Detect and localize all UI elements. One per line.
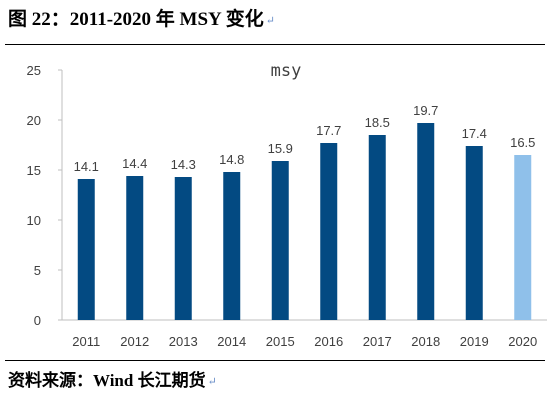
bar [271,161,289,320]
figure-caption-text: 图 22：2011-2020 年 MSY 变化 [8,9,264,30]
x-tick-label: 2014 [217,334,246,349]
y-axis: 0 5 10 15 20 25 [27,63,63,328]
source-note: 资料来源：Wind 长江期货 ↵ [8,366,542,396]
data-label: 14.4 [122,156,147,171]
bottom-rule [5,360,545,361]
data-label: 14.8 [219,152,244,167]
top-rule [5,44,545,45]
bar [368,135,386,320]
x-tick-label: 2015 [266,334,295,349]
bar [320,143,338,320]
x-tick-label: 2020 [508,334,537,349]
data-label: 17.7 [316,123,341,138]
y-tick-label: 20 [27,113,41,128]
figure-caption: 图 22：2011-2020 年 MSY 变化 ↵ [8,5,542,35]
paragraph-mark-icon: ↵ [207,376,217,388]
x-axis-tick-labels: 2011 2012 2013 2014 2015 2016 2017 2018 2019 2020 [72,334,537,349]
y-tick-label: 0 [34,313,41,328]
y-tick-label: 25 [27,63,41,78]
bar [126,176,144,320]
data-labels: 14.1 14.4 14.3 14.8 15.9 17.7 18.5 19.7 17.4 16.5 [74,103,536,174]
bar [514,155,532,320]
paragraph-mark-icon: ↵ [265,15,276,27]
data-label: 17.4 [462,126,487,141]
data-label: 14.3 [171,157,196,172]
x-tick-label: 2019 [460,334,489,349]
bar-series [77,123,532,320]
x-tick-label: 2017 [363,334,392,349]
x-tick-label: 2011 [72,334,100,349]
data-label: 16.5 [510,135,535,150]
y-tick-label: 5 [34,263,41,278]
x-tick-label: 2016 [314,334,343,349]
data-label: 19.7 [413,103,438,118]
data-label: 18.5 [365,115,390,130]
data-label: 15.9 [268,141,293,156]
data-label: 14.1 [74,159,99,174]
source-note-text: 资料来源：Wind 长江期货 [8,371,206,390]
x-tick-label: 2013 [169,334,198,349]
bar [465,146,483,320]
x-tick-label: 2012 [120,334,149,349]
y-tick-label: 15 [27,163,41,178]
bar [174,177,192,320]
bar [77,179,95,320]
x-tick-label: 2018 [411,334,440,349]
bar [417,123,435,320]
chart-title: msy [271,61,302,81]
y-tick-label: 10 [27,213,41,228]
bar [223,172,241,320]
